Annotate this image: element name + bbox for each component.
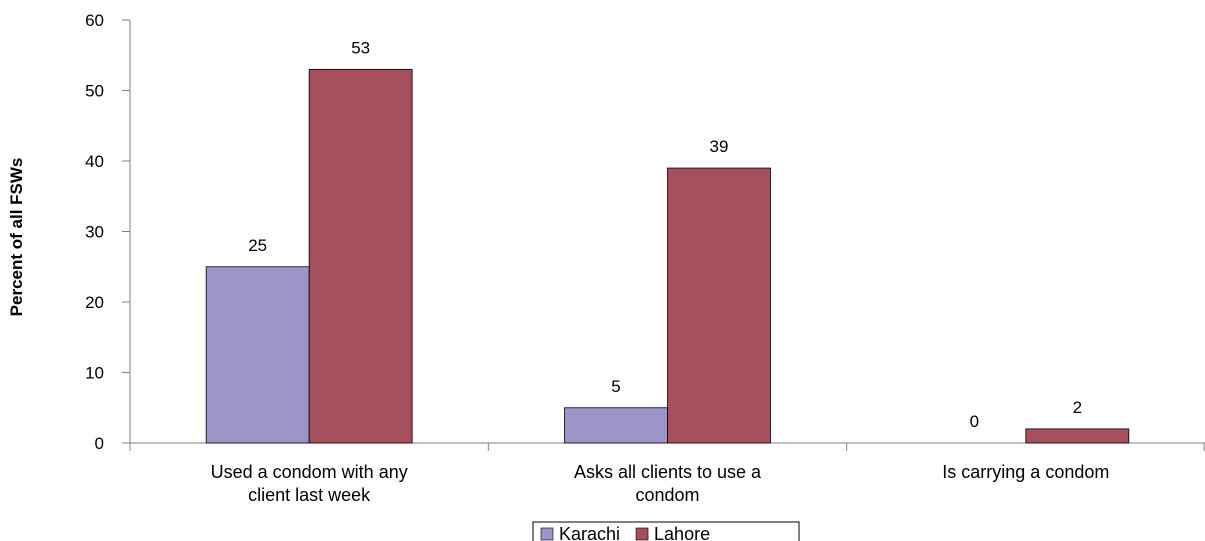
x-category-label: Asks all clients to use a bbox=[574, 462, 762, 482]
data-label: 39 bbox=[710, 137, 729, 156]
data-label: 5 bbox=[611, 377, 620, 396]
x-category-label: condom bbox=[635, 485, 699, 505]
bar-karachi bbox=[564, 407, 668, 444]
legend-swatch-lahore bbox=[635, 527, 649, 541]
data-label: 0 bbox=[970, 412, 979, 431]
legend-label-karachi: Karachi bbox=[559, 524, 620, 541]
y-tick-label: 60 bbox=[85, 11, 104, 30]
legend-box bbox=[532, 521, 800, 541]
x-category-label: Is carrying a condom bbox=[942, 462, 1109, 482]
bar-lahore bbox=[308, 68, 413, 444]
y-tick-label: 20 bbox=[85, 293, 104, 312]
legend-swatch-karachi bbox=[540, 527, 554, 541]
bar-lahore bbox=[667, 167, 771, 444]
y-tick-label: 30 bbox=[85, 223, 104, 242]
y-tick-label: 50 bbox=[85, 82, 104, 101]
data-labels: 25 5 0 53 39 2 bbox=[248, 38, 1082, 431]
legend-label-lahore: Lahore bbox=[654, 524, 710, 541]
bar-lahore bbox=[1025, 428, 1130, 444]
x-category-label: client last week bbox=[248, 485, 371, 505]
legend: Karachi Lahore bbox=[532, 521, 800, 541]
data-label: 25 bbox=[248, 236, 267, 255]
x-category-label: Used a condom with any bbox=[211, 462, 408, 482]
bar-karachi bbox=[205, 266, 310, 444]
data-label: 2 bbox=[1073, 398, 1082, 417]
data-label: 53 bbox=[351, 38, 370, 57]
y-axis-label: Percent of all FSWs bbox=[7, 158, 26, 317]
bars bbox=[205, 68, 1130, 444]
y-tick-label: 0 bbox=[95, 434, 104, 453]
y-tick-label: 40 bbox=[85, 152, 104, 171]
y-tick-label: 10 bbox=[85, 364, 104, 383]
